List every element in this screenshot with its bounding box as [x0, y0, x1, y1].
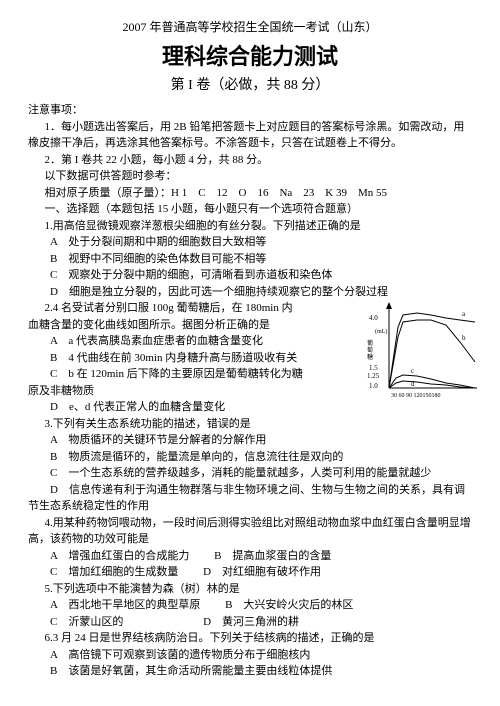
svg-text:(mL): (mL) — [375, 328, 387, 335]
exam-subtitle: 第 I 卷（必做，共 88 分） — [28, 75, 472, 96]
q3-stem: 3.下列有关生态系统功能的描述，错误的是 — [28, 416, 472, 433]
q6-opt-a: A 高倍镜下可观察到该菌的遗传物质分布于细胞核内 — [28, 647, 472, 664]
notice-label: 注意事项： — [28, 102, 472, 119]
notice-1: 1．每小题选出答案后，用 2B 铅笔把答题卡上对应题目的答案标号涂黑。如需改动，… — [28, 119, 472, 152]
notice-3: 以下数据可供答题时参考： — [28, 168, 472, 185]
exam-year-line: 2007 年普通高等学校招生全国统一考试（山东） — [28, 18, 472, 36]
q4-opt-c: C 增加红细胞的生成数量 — [50, 566, 178, 578]
svg-text:糖: 糖 — [367, 353, 373, 361]
q1-opt-c: C 观察处于分裂中期的细胞，可清晰看到赤道板和染色体 — [28, 267, 472, 284]
q4-opt-b: B 提高血浆蛋白的含量 — [214, 550, 331, 562]
q1-stem: 1.用高倍显微镜观察洋葱根尖细胞的有丝分裂。下列描述正确的是 — [28, 218, 472, 235]
q2-opt-a: A a 代表高胰岛素血症患者的血糖含量变化 — [28, 333, 338, 350]
q1-opt-d: D 细胞是独立分裂的，因此可选一个细胞持续观察它的整个分裂过程 — [28, 284, 472, 301]
atomic-mass: 相对原子质量（原子量）：H 1 C 12 O 16 Na 23 K 39 Mn … — [28, 185, 472, 202]
q3-opt-c: C 一个生态系统的营养级越多，消耗的能量就越多，人类可利用的能量就越少 — [28, 465, 472, 482]
q1-opt-b: B 视野中不同细胞的染色体数目可能不相等 — [28, 251, 472, 268]
q3-opt-d: D 信息传递有利于沟通生物群落与非生物环境之间、生物与生物之间的关系，具有调节生… — [28, 482, 472, 515]
q5-opt-a: A 西北地干旱地区的典型草原 — [50, 599, 200, 611]
section-1-title: 一、选择题（本题包括 15 小题，每小题只有一个选项符合题意） — [28, 201, 472, 218]
svg-text:4.0: 4.0 — [369, 314, 378, 322]
q5-opt-b: B 大兴安岭火灾后的林区 — [225, 599, 353, 611]
q6-opt-b: B 该菌是好氧菌，其生命活动所需能量主要由线粒体提供 — [28, 663, 472, 680]
svg-text:1.25: 1.25 — [367, 372, 380, 380]
svg-text:萄: 萄 — [367, 346, 373, 354]
svg-text:c: c — [411, 367, 414, 375]
q6-stem: 6.3 月 24 日是世界结核病防治日。下列关于结核病的描述，正确的是 — [28, 630, 472, 647]
exam-title: 理科综合能力测试 — [28, 40, 472, 73]
q4-opt-a: A 增强血红蛋白的合成能力 — [50, 550, 189, 562]
notice-2: 2．第 I 卷共 22 小题，每小题 4 分，共 88 分。 — [28, 152, 472, 169]
svg-text:d: d — [411, 380, 415, 388]
q4-opt-d: D 对红细胞有破坏作用 — [203, 566, 321, 578]
q2-stem-b: 血糖含量的变化曲线如图所示。据图分析正确的是 — [28, 317, 338, 334]
q5-stem: 5.下列选项中不能演替为森（树）林的是 — [28, 581, 472, 598]
q5-opts-row2: C 沂蒙山区的 D 黄河三角洲的耕 — [28, 614, 472, 631]
q5-opt-d: D 黄河三角洲的耕 — [203, 616, 299, 628]
svg-text:b: b — [462, 334, 466, 342]
q3-opt-a: A 物质循环的关键环节是分解者的分解作用 — [28, 432, 472, 449]
q5-opts-row1: A 西北地干旱地区的典型草原 B 大兴安岭火灾后的林区 — [28, 597, 472, 614]
svg-text:1.0: 1.0 — [369, 382, 378, 390]
q2-opt-b: B 4 代曲线在前 30min 内身糖升高与肠道吸收有关 — [28, 350, 338, 367]
svg-text:1.5: 1.5 — [369, 364, 378, 372]
q3-opt-b: B 物质流是循环的，能量流是单向的，信息流往往是双向的 — [28, 449, 472, 466]
svg-text:30 60 90 120150180: 30 60 90 120150180 — [391, 393, 441, 399]
q1-opt-a: A 处于分裂间期和中期的细胞数目大致相等 — [28, 234, 472, 251]
q2-opt-c: C b 在 120min 后下降的主要原因是葡萄糖转化为糖 — [28, 366, 338, 383]
q4-stem: 4.用某种药物饲喂动物，一段时间后测得实验组比对照组动物血浆中血红蛋白含量明显增… — [28, 515, 472, 548]
svg-text:葡: 葡 — [367, 339, 373, 347]
glucose-chart: 4.0 1.5 1.25 1.0 葡 萄 糖 a b c d 30 60 90 … — [367, 300, 482, 405]
q2-stem-a: 2.4 名受试者分别口服 100g 葡萄糖后，在 180min 内 — [28, 300, 338, 317]
q4-opts-row2: C 增加红细胞的生成数量 D 对红细胞有破坏作用 — [28, 564, 472, 581]
q5-opt-c: C 沂蒙山区的 — [50, 616, 123, 628]
q2-extra: 原及非糖物质 — [28, 383, 338, 400]
q2-opt-d: D e、d 代表正常人的血糖含量变化 — [28, 399, 338, 416]
q4-opts-row1: A 增强血红蛋白的合成能力 B 提高血浆蛋白的含量 — [28, 548, 472, 565]
